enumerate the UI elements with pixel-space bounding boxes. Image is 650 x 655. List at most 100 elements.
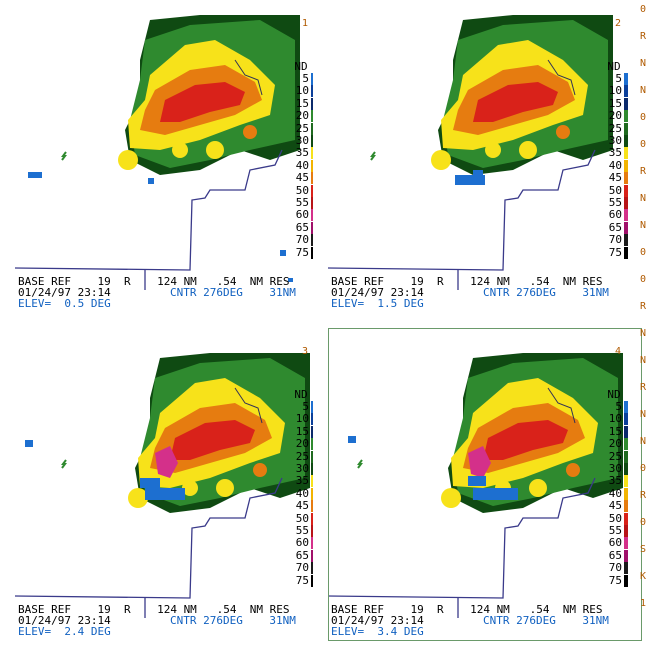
legend-row: 5 bbox=[287, 73, 315, 85]
legend-title: ND bbox=[294, 60, 308, 73]
legend-swatch bbox=[624, 159, 628, 172]
radar-panel-2[interactable]: 2 ND 5 10 15 20 25 30 35 40 45 50 55 60 65 70 75 BASE … bbox=[313, 0, 628, 315]
center-info: CNTR 276DEG 31NM bbox=[170, 614, 296, 627]
echo-cell bbox=[172, 142, 188, 158]
legend-swatch bbox=[624, 147, 628, 160]
legend-value: 35 bbox=[295, 474, 309, 488]
panel-footer: BASE REF 19 R 124 NM .54 NM RES 01/24/97… bbox=[18, 604, 315, 640]
legend-row: 20 bbox=[287, 438, 315, 451]
legend-swatch bbox=[624, 246, 628, 259]
edge-glyph: N bbox=[640, 328, 647, 339]
legend-row: 45 bbox=[287, 172, 315, 185]
site-marker-icon bbox=[61, 151, 67, 161]
legend-title: ND bbox=[294, 388, 308, 401]
river-line bbox=[234, 59, 263, 96]
legend-swatch bbox=[624, 122, 628, 135]
echo-cell bbox=[441, 488, 461, 508]
elevation-label: ELEV= 1.5 DEG bbox=[331, 297, 424, 310]
legend-row: 75 bbox=[287, 574, 315, 587]
legend-value: 55 bbox=[295, 196, 309, 209]
legend-value: 40 bbox=[295, 158, 309, 172]
panel-footer: BASE REF 19 R 124 NM .54 NM RES 01/24/97… bbox=[331, 604, 628, 640]
legend-value: 15 bbox=[295, 96, 309, 110]
reflectivity-legend: ND 5 10 15 20 25 30 35 40 45 50 55 60 65 70 75 bbox=[287, 388, 315, 598]
radar-panel-4[interactable]: 4 ND 5 10 15 20 25 30 35 40 45 50 55 60 65 70 75 BASE … bbox=[313, 328, 628, 643]
county-boundary bbox=[14, 477, 283, 599]
legend-value: 65 bbox=[295, 548, 309, 562]
legend-swatch bbox=[624, 537, 628, 550]
legend-value: 45 bbox=[608, 171, 622, 185]
light-echo bbox=[28, 172, 42, 178]
county-boundary bbox=[14, 149, 283, 271]
legend-value: 50 bbox=[295, 511, 309, 525]
echo-cell bbox=[182, 480, 198, 496]
legend-row: 5 bbox=[287, 401, 315, 413]
legend-row: 65 bbox=[600, 549, 628, 562]
legend-swatch bbox=[624, 574, 628, 587]
edge-glyph: N bbox=[640, 436, 647, 447]
panel-footer: BASE REF 19 R 124 NM .54 NM RES 01/24/97… bbox=[18, 276, 315, 312]
legend-value: 75 bbox=[608, 245, 622, 259]
edge-glyph: R bbox=[640, 490, 647, 501]
legend-row: 55 bbox=[287, 525, 315, 537]
legend-row: 30 bbox=[600, 135, 628, 147]
legend-row: 40 bbox=[600, 158, 628, 172]
edge-glyph: N bbox=[640, 193, 647, 204]
legend-row: 55 bbox=[600, 525, 628, 537]
storm-echo bbox=[118, 15, 300, 175]
panel-number: 3 bbox=[302, 346, 309, 357]
legend-swatch bbox=[624, 197, 628, 209]
edge-glyph: 1 bbox=[640, 598, 647, 609]
legend-value: 15 bbox=[295, 424, 309, 438]
radar-panel-3[interactable]: 3 ND 5 10 15 20 25 30 35 40 45 50 55 60 65 70 75 BASE … bbox=[0, 328, 315, 643]
legend-value: 40 bbox=[608, 158, 622, 172]
date-time: 01/24/97 23:14 bbox=[18, 286, 111, 299]
center-info: CNTR 276DEG 31NM bbox=[483, 614, 609, 627]
legend-row: 30 bbox=[287, 135, 315, 147]
legend-title: ND bbox=[607, 60, 621, 73]
legend-swatch bbox=[624, 110, 628, 123]
legend-value: 30 bbox=[295, 462, 309, 475]
reflectivity-legend: ND 5 10 15 20 25 30 35 40 45 50 55 60 65 70 75 bbox=[287, 60, 315, 270]
river-line bbox=[234, 387, 263, 424]
edge-glyph: N bbox=[640, 220, 647, 231]
elevation-label: ELEV= 0.5 DEG bbox=[18, 297, 111, 310]
legend-value: 10 bbox=[608, 84, 622, 98]
legend-value: 55 bbox=[608, 524, 622, 537]
legend-row: 40 bbox=[600, 487, 628, 500]
panel-number: 1 bbox=[302, 18, 309, 29]
edge-glyph: 0 bbox=[640, 4, 647, 15]
legend-swatch bbox=[624, 425, 628, 438]
legend-swatch bbox=[624, 73, 628, 85]
echo-layer bbox=[160, 82, 245, 122]
legend-value: 5 bbox=[615, 72, 622, 85]
legend-value: 50 bbox=[295, 183, 309, 197]
legend-swatch bbox=[624, 184, 628, 197]
panel-number: 2 bbox=[615, 18, 622, 29]
legend-row: 70 bbox=[600, 234, 628, 247]
light-echo bbox=[455, 175, 485, 185]
legend-value: 75 bbox=[608, 573, 622, 587]
legend-row: 20 bbox=[287, 110, 315, 123]
echo-cell bbox=[216, 479, 234, 497]
legend-row: 65 bbox=[600, 221, 628, 234]
light-echo bbox=[348, 436, 356, 443]
legend-row: 35 bbox=[600, 147, 628, 160]
legend-value: 10 bbox=[295, 412, 309, 426]
legend-row: 70 bbox=[600, 562, 628, 575]
legend-row: 45 bbox=[287, 500, 315, 513]
legend-swatch bbox=[624, 525, 628, 537]
legend-value: 70 bbox=[295, 233, 309, 247]
echo-cell bbox=[529, 479, 547, 497]
legend-swatch bbox=[624, 475, 628, 488]
legend-row: 60 bbox=[287, 209, 315, 222]
legend-row: 75 bbox=[287, 246, 315, 259]
edge-glyph: 0 bbox=[640, 247, 647, 258]
light-echo bbox=[468, 476, 486, 486]
legend-swatch bbox=[624, 562, 628, 575]
panel-number: 4 bbox=[615, 346, 622, 357]
legend-swatch bbox=[624, 97, 628, 110]
echo-cell bbox=[566, 463, 580, 477]
radar-panel-1[interactable]: 1 ND 5 10 15 20 25 30 35 40 45 50 55 60 65 70 75 BASE … bbox=[0, 0, 315, 315]
legend-value: 10 bbox=[295, 84, 309, 98]
